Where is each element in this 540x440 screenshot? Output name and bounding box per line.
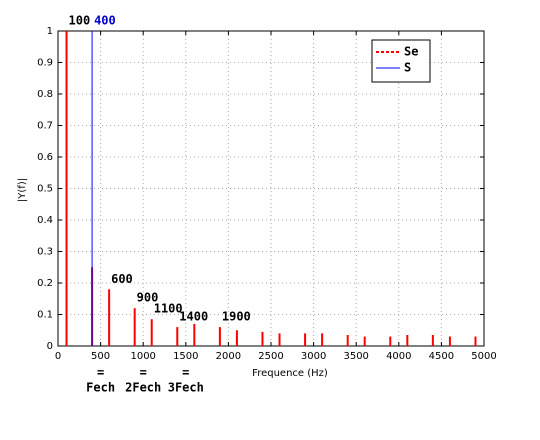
x-tick-label: 5000 [471,351,496,362]
x-tick-label: 2000 [216,351,241,362]
y-tick-label: 0.2 [37,278,53,289]
x-tick-label: 500 [91,351,110,362]
y-tick-label: 1 [47,26,53,37]
y-tick-label: 0.9 [37,58,53,69]
annotation: 600 [111,272,133,286]
x-tick-label: 3000 [301,351,326,362]
x-tick-note: = [97,366,104,380]
y-tick-label: 0.6 [37,152,53,163]
annotation: 400 [94,14,116,28]
y-tick-label: 0.8 [37,89,53,100]
y-tick-label: 0.1 [37,310,53,321]
x-tick-label: 3500 [343,351,368,362]
plot-frame [57,30,485,347]
y-tick-label: 0.3 [37,247,53,258]
x-tick-note: = [140,366,147,380]
annotation: 1900 [222,310,251,324]
x-tick-label: 4500 [429,351,454,362]
legend-label: S [404,61,411,75]
y-tick-label: 0.7 [37,121,53,132]
x-tick-label: 1000 [130,351,155,362]
annotation: 900 [137,291,159,305]
x-tick-note: 3Fech [168,381,204,395]
x-tick-label: 0 [55,351,61,362]
y-tick-label: 0.5 [37,184,53,195]
x-tick-label: 4000 [386,351,411,362]
y-tick-label: 0.4 [37,215,53,226]
annotation: 100 [69,14,91,28]
x-tick-note: = [182,366,189,380]
x-tick-label: 1500 [173,351,198,362]
x-tick-label: 2500 [258,351,283,362]
y-axis-label: |Y(f)| [17,178,28,202]
y-tick-label: 0 [47,341,53,352]
x-tick-note: 2Fech [125,381,161,395]
legend-box [371,39,431,83]
x-tick-note: Fech [86,381,115,395]
annotation: 1100 [154,302,183,316]
annotation: 1400 [179,310,208,324]
x-axis-label: Frequence (Hz) [252,368,328,379]
legend-label: Se [404,45,418,59]
